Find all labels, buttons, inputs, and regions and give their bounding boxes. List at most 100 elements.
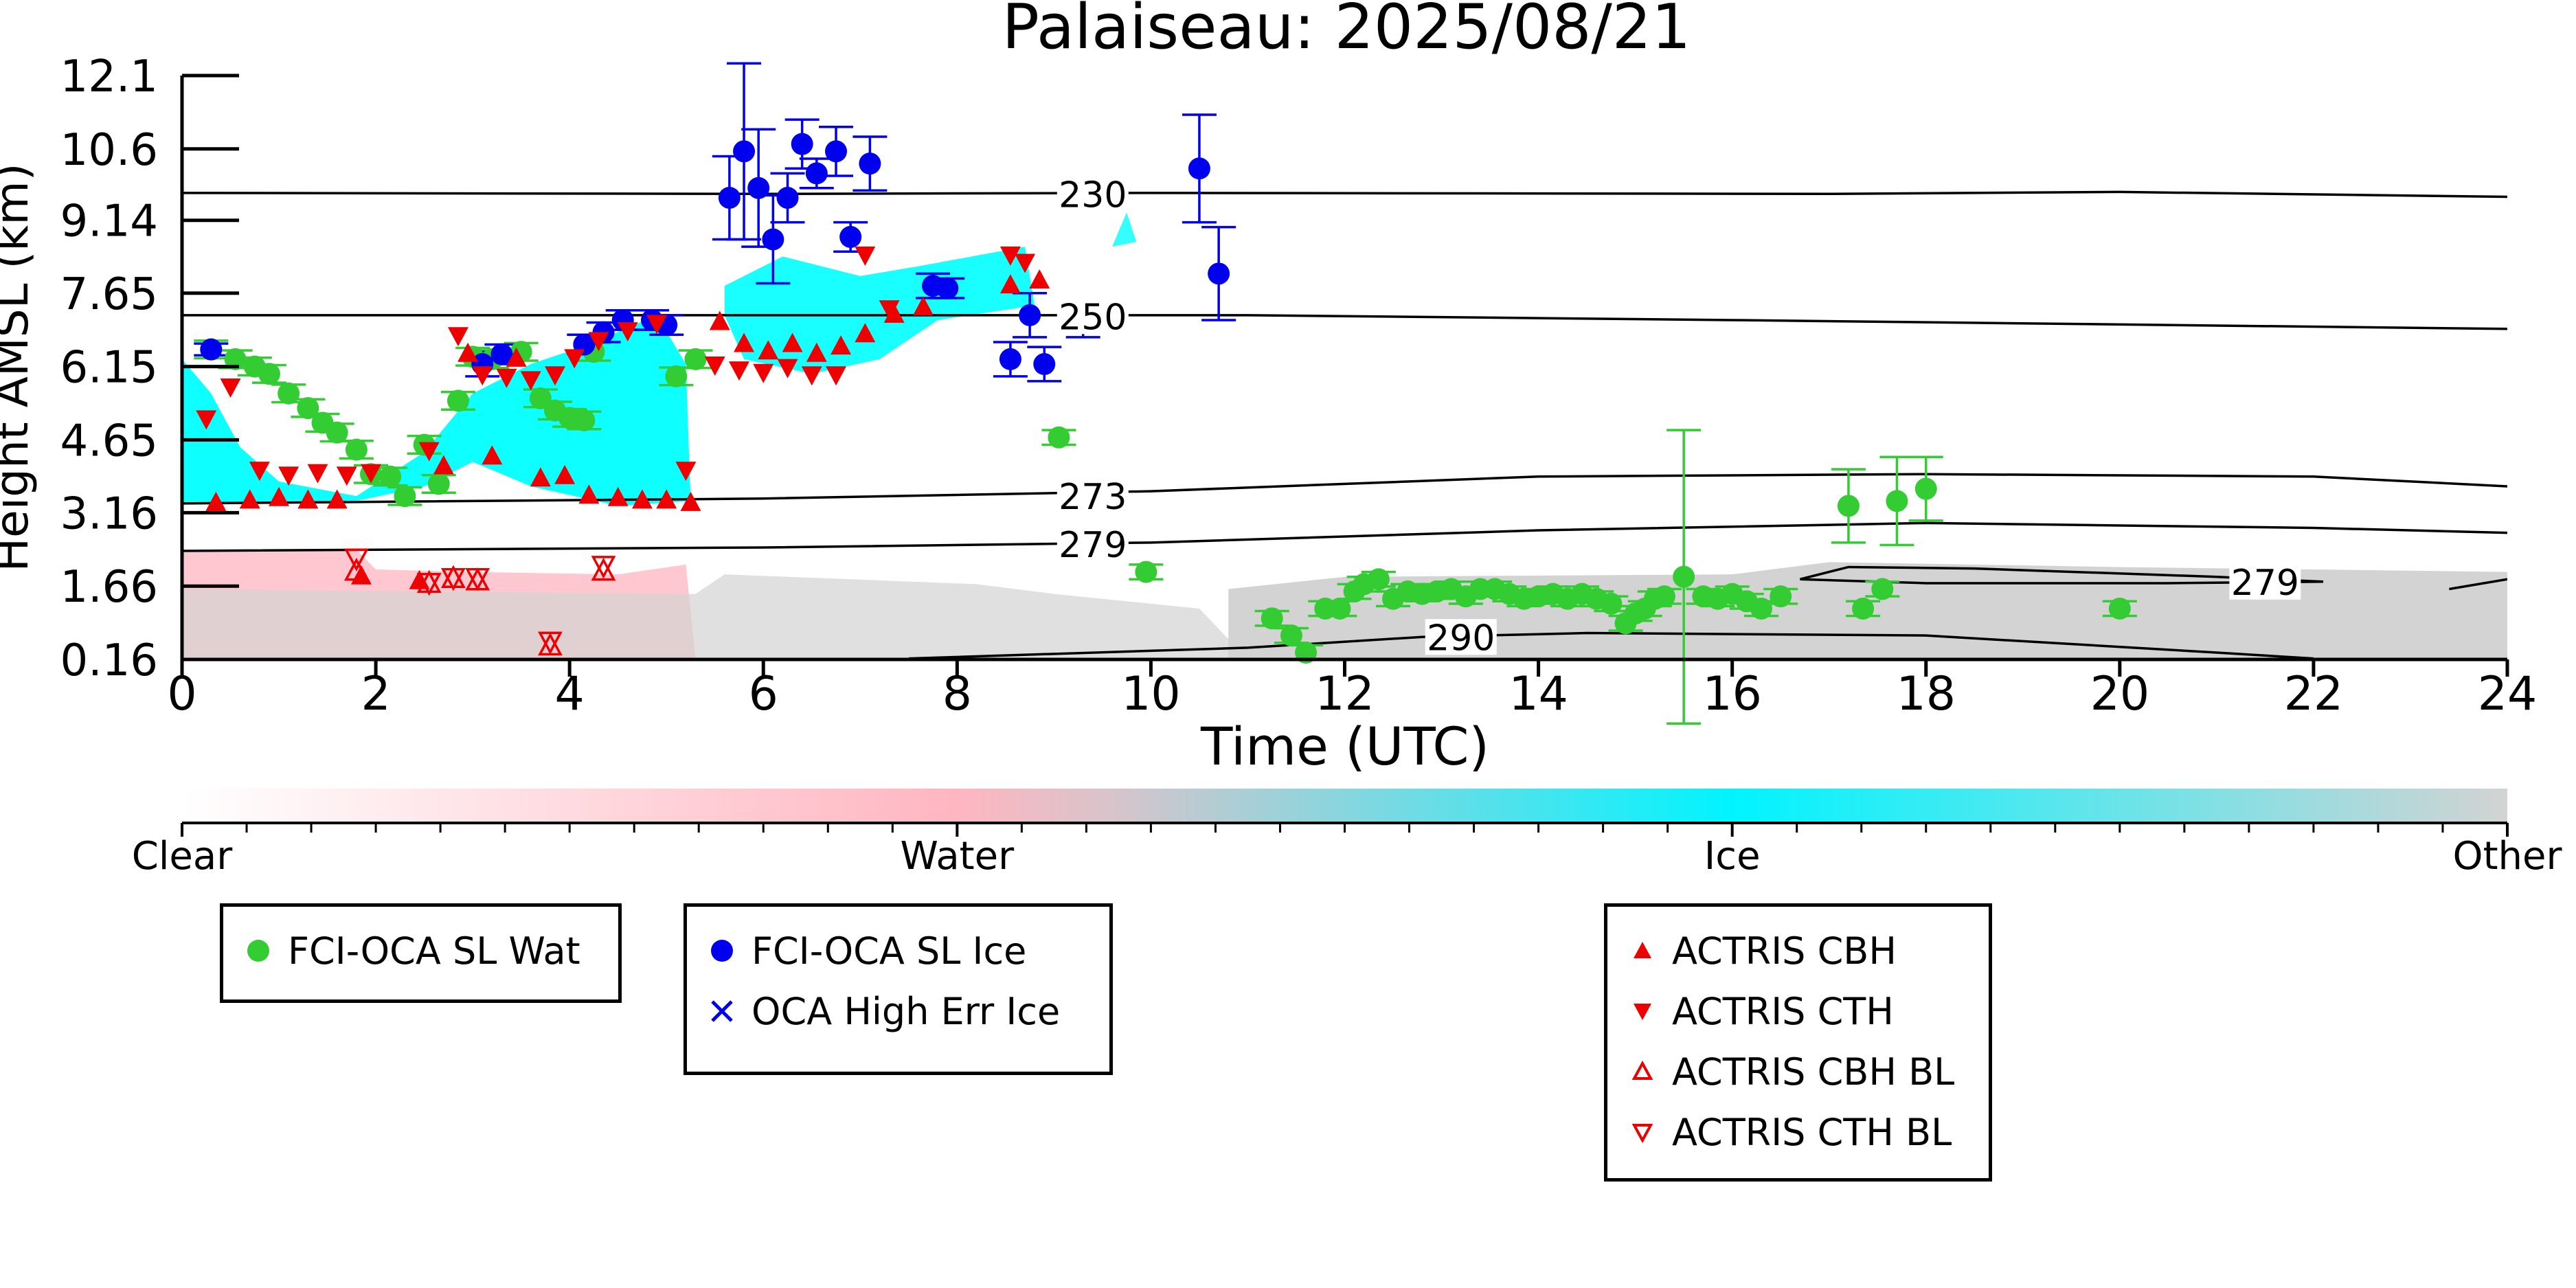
contour-273 <box>182 473 2507 505</box>
marker-actris-cth <box>704 357 725 376</box>
marker-fci-oca-sl-ice <box>936 277 959 300</box>
marker-fci-oca-sl-wat <box>224 348 247 370</box>
marker-fci-oca-sl-ice <box>1019 304 1041 326</box>
x-tick-label: 0 <box>167 667 196 721</box>
contour-label-bg <box>1057 526 1129 562</box>
x-tick-label: 16 <box>1702 667 1762 721</box>
legend-label: ACTRIS CBH BL <box>1672 1050 1955 1094</box>
marker-fci-oca-sl-wat <box>1048 426 1070 449</box>
marker-fci-oca-sl-wat <box>1261 607 1283 630</box>
colorbar-label-ice: Ice <box>1704 834 1761 879</box>
marker-actris-cbh <box>680 491 701 511</box>
marker-fci-oca-sl-wat <box>1329 597 1351 620</box>
marker-actris-cbh <box>806 342 827 362</box>
marker-actris-cth <box>196 410 217 430</box>
legend-entry-fci-oca-sl-ice: FCI-OCA SL Ice <box>705 920 1092 981</box>
red-triangle-up-marker-icon <box>1634 942 1651 958</box>
marker-actris-cth <box>447 327 468 347</box>
marker-actris-cbh <box>239 489 260 509</box>
x-tick-label: 18 <box>1896 667 1956 721</box>
contour-label: 230 <box>1059 174 1127 216</box>
marker-actris-cth <box>855 246 876 266</box>
contour-label: 290 <box>1427 618 1495 659</box>
marker-actris-cbh <box>506 347 527 367</box>
marker-fci-oca-sl-wat <box>573 409 596 431</box>
marker-actris-cth <box>588 332 609 352</box>
legend-entry-actris-cth: ACTRIS CTH <box>1625 981 1971 1041</box>
marker-actris-cth <box>307 464 328 484</box>
marker-actris-cth-bl <box>465 567 490 591</box>
marker-fci-oca-sl-wat <box>684 348 707 370</box>
marker-actris-cbh <box>999 274 1021 294</box>
marker-fci-oca-sl-wat <box>529 387 552 409</box>
y-tick-label: 7.65 <box>60 269 159 320</box>
marker-fci-oca-sl-ice <box>200 338 223 361</box>
marker-fci-oca-sl-ice <box>1033 353 1056 376</box>
marker-fci-oca-sl-wat <box>379 465 402 488</box>
marker-fci-oca-sl-ice <box>490 343 513 365</box>
legend-label: ACTRIS CBH <box>1672 929 1897 973</box>
contour-279 <box>2449 578 2507 591</box>
y-tick-label: 3.16 <box>60 488 159 539</box>
marker-actris-cbh <box>912 296 934 316</box>
marker-actris-cbh <box>758 340 779 360</box>
marker-fci-oca-sl-wat <box>447 389 469 412</box>
marker-fci-oca-sl-wat <box>394 485 416 508</box>
marker-fci-oca-sl-ice <box>825 140 848 163</box>
x-tick-label: 12 <box>1315 667 1375 721</box>
legend-ice: FCI-OCA SL Ice OCA High Err Ice <box>683 903 1113 1075</box>
legend-label: ACTRIS CTH <box>1672 989 1894 1033</box>
legend-label: ACTRIS CTH BL <box>1672 1110 1952 1154</box>
marker-fci-oca-sl-wat <box>1367 568 1390 591</box>
marker-actris-cbh <box>782 332 803 352</box>
marker-actris-cth-bl <box>538 631 563 655</box>
contour-label-bg <box>1057 176 1129 212</box>
marker-actris-cth <box>1015 253 1036 273</box>
marker-fci-oca-sl-ice <box>791 133 813 155</box>
contour-label: 250 <box>1059 297 1127 338</box>
marker-fci-oca-sl-wat <box>1653 585 1675 608</box>
marker-actris-cbh <box>831 335 852 355</box>
colorbar-label-clear: Clear <box>132 834 233 879</box>
marker-actris-cth <box>278 466 300 486</box>
x-tick-label: 20 <box>2090 667 2150 721</box>
marker-actris-cbh <box>578 484 600 504</box>
contour-290 <box>908 631 2314 659</box>
marker-actris-cbh <box>433 455 454 475</box>
marker-actris-cbh <box>607 486 629 506</box>
marker-fci-oca-sl-wat <box>278 382 300 405</box>
x-tick-label: 22 <box>2284 667 2344 721</box>
marker-fci-oca-sl-wat <box>258 363 280 385</box>
marker-fci-oca-sl-ice <box>718 186 741 209</box>
marker-actris-cbh <box>631 489 653 509</box>
ice-region-streak <box>1112 212 1137 247</box>
ice-region-early <box>182 315 691 506</box>
y-tick-label: 0.16 <box>60 635 159 686</box>
x-ticks: 0 2 4 6 8 10 12 14 16 18 20 22 24 <box>167 659 2537 721</box>
marker-fci-oca-sl-wat <box>665 365 688 387</box>
y-tick-label: 4.65 <box>60 416 159 466</box>
y-axis-label: Height AMSL (km) <box>0 163 38 572</box>
marker-fci-oca-sl-ice <box>1188 157 1210 180</box>
green-circle-marker-icon <box>247 940 269 962</box>
marker-actris-cbh-bl <box>343 557 369 581</box>
y-tick-label: 10.6 <box>60 125 159 176</box>
marker-actris-cbh <box>709 310 730 330</box>
legend-entry-fci-oca-sl-wat: FCI-OCA SL Wat <box>241 920 600 981</box>
legend-entry-actris-cth-bl: ACTRIS CTH BL <box>1625 1102 1971 1162</box>
marker-fci-oca-sl-wat <box>326 421 348 444</box>
x-tick-label: 10 <box>1121 667 1181 721</box>
marker-fci-oca-sl-wat <box>1750 597 1772 620</box>
y-tick-label: 12.1 <box>60 52 159 102</box>
marker-fci-oca-sl-ice <box>762 228 784 251</box>
marker-actris-cth-bl <box>440 567 466 591</box>
blue-x-marker-icon <box>711 1000 733 1022</box>
marker-actris-cbh <box>656 489 677 509</box>
marker-fci-oca-sl-wat <box>1914 477 1937 500</box>
marker-actris-cbh <box>530 467 551 487</box>
marker-actris-cth <box>336 466 357 486</box>
legend-actris: ACTRIS CBH ACTRIS CTH ACTRIS CBH BL ACTR… <box>1604 903 1992 1182</box>
x-tick-label: 14 <box>1509 667 1568 721</box>
marker-fci-oca-sl-ice <box>776 186 799 209</box>
axes: 0 2 4 6 8 10 12 14 16 18 20 22 24 0.161.663.164.656.… <box>60 52 2538 721</box>
